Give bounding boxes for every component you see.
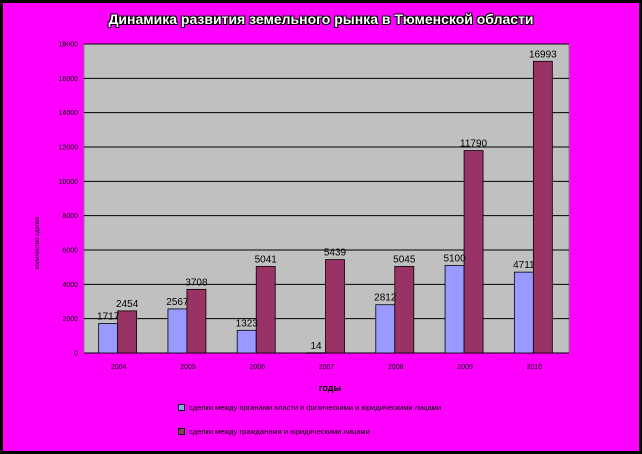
data-label-1-2007: 14 xyxy=(310,341,322,352)
y-tick-label-8000: 8000 xyxy=(62,213,78,220)
bar-2-2010 xyxy=(532,60,553,354)
bar-2-2009 xyxy=(463,150,484,354)
y-tick-label-18000: 18000 xyxy=(59,42,79,49)
x-tick-label-2005: 2005 xyxy=(180,364,196,371)
y-axis-label: количество сделок xyxy=(35,216,41,270)
x-tick-label-2008: 2008 xyxy=(388,364,404,371)
y-tick-label-0: 0 xyxy=(74,351,78,358)
legend-label-series-1: сделки между органами власти и физически… xyxy=(189,402,442,412)
bar-2-2008 xyxy=(394,265,415,354)
legend-item-series-1: сделки между органами власти и физически… xyxy=(178,401,441,413)
x-tick-label-2010: 2010 xyxy=(527,364,543,371)
legend-swatch-series-1 xyxy=(178,403,185,411)
x-axis-label: годы xyxy=(318,383,342,393)
data-label-1-2006: 1323 xyxy=(236,318,259,329)
y-tick-label-14000: 14000 xyxy=(59,110,79,117)
y-tick-label-12000: 12000 xyxy=(59,145,79,152)
data-label-2-2007: 5439 xyxy=(324,248,347,259)
bar-1-2009 xyxy=(444,265,465,354)
legend-swatch-series-2 xyxy=(178,427,185,435)
data-labels: 1717 2454 2567 3708 1323 5041 14 5439 2812 5045 51… xyxy=(97,49,557,351)
legend-label-series-2: сделки между гражданами и юридическими л… xyxy=(189,426,370,436)
y-tick-label-2000: 2000 xyxy=(62,316,78,323)
data-label-2-2005: 3708 xyxy=(185,277,208,288)
data-label-1-2004: 1717 xyxy=(97,312,120,323)
y-tick-label-10000: 10000 xyxy=(59,179,79,186)
bar-1-2005 xyxy=(167,308,188,354)
bar-1-2007 xyxy=(306,352,326,354)
gridlines xyxy=(84,43,569,354)
legend: сделки между органами власти и физически… xyxy=(178,401,441,449)
bar-2-2005 xyxy=(186,288,207,354)
data-label-1-2008: 2812 xyxy=(374,293,397,304)
data-label-1-2010: 4711 xyxy=(513,260,535,271)
y-tick-label-6000: 6000 xyxy=(62,248,78,255)
y-tick-label-4000: 4000 xyxy=(62,282,78,289)
bar-1-2008 xyxy=(375,304,396,354)
bar-1-2010 xyxy=(513,271,534,354)
bar-2-2006 xyxy=(255,266,276,354)
x-tick-label-2004: 2004 xyxy=(111,364,127,371)
data-label-2-2008: 5045 xyxy=(393,254,416,265)
data-label-1-2005: 2567 xyxy=(166,297,189,308)
chart-title: Динамика развития земельного рынка в Тюм… xyxy=(108,11,534,27)
y-axis-ticks: 0 2000 4000 6000 8000 10000 12000 14000 16000 180… xyxy=(59,42,79,358)
data-label-2-2006: 5041 xyxy=(255,254,278,265)
data-label-2-2009: 11790 xyxy=(460,139,488,150)
x-axis-ticks: 2004 2005 2006 2007 2008 2009 2010 xyxy=(111,364,542,371)
data-label-2-2010: 16993 xyxy=(529,49,557,60)
bar-1-2004 xyxy=(98,323,119,354)
data-label-2-2004: 2454 xyxy=(116,299,139,310)
bar-2-2007 xyxy=(325,259,345,354)
bars xyxy=(98,60,553,354)
data-label-1-2009: 5100 xyxy=(443,253,466,264)
y-tick-label-16000: 16000 xyxy=(59,76,79,83)
bar-2-2004 xyxy=(117,310,138,354)
x-tick-label-2009: 2009 xyxy=(457,364,473,371)
x-tick-label-2006: 2006 xyxy=(249,364,265,371)
legend-item-series-2: сделки между гражданами и юридическими л… xyxy=(178,425,441,437)
x-tick-label-2007: 2007 xyxy=(319,364,335,371)
bar-1-2006 xyxy=(236,329,257,354)
